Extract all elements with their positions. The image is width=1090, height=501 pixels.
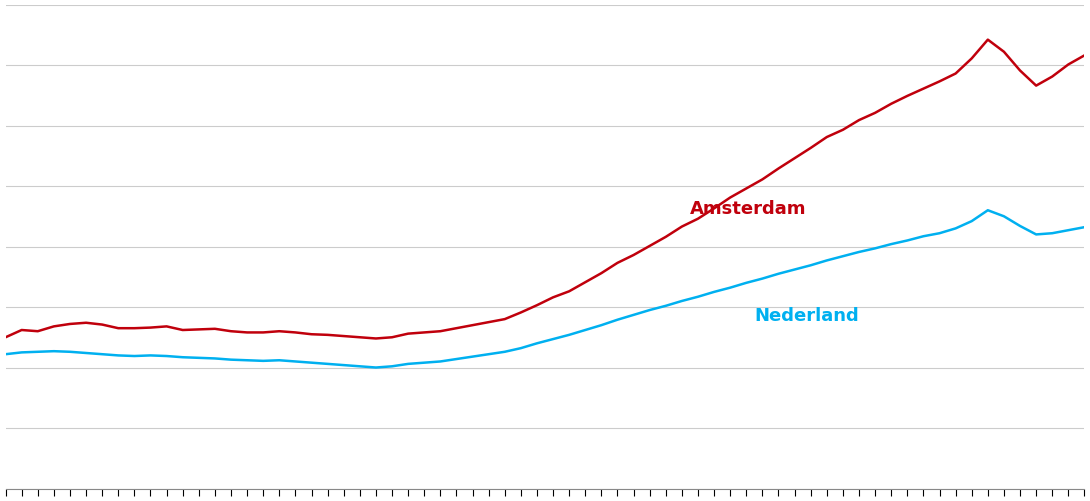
Text: Nederland: Nederland	[754, 306, 859, 324]
Text: Amsterdam: Amsterdam	[690, 200, 807, 218]
